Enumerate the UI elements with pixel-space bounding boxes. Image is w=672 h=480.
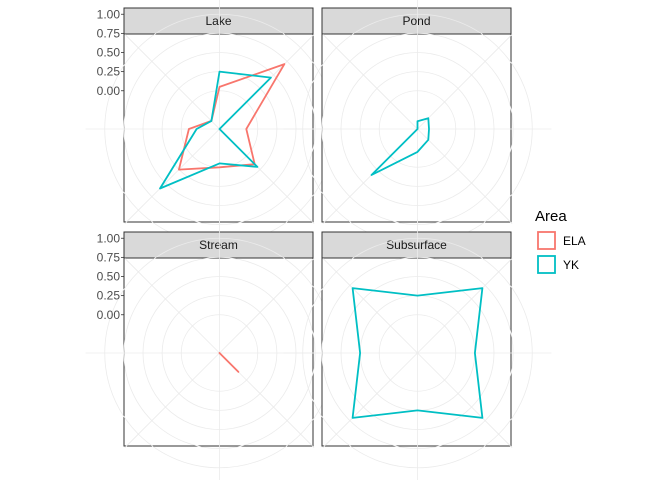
facet-strip <box>123 7 314 35</box>
legend-label-ela: ELA <box>563 234 586 248</box>
facet-strip-label: Stream <box>199 238 238 252</box>
y-tick-label: 0.25 <box>97 65 121 79</box>
grid-spoke <box>417 258 513 354</box>
y-tick-label: 0.50 <box>97 270 121 284</box>
grid-spoke <box>124 34 220 130</box>
legend-key-ela <box>537 231 556 250</box>
series-ela-stream <box>218 352 240 373</box>
series-yk-lake <box>159 70 272 190</box>
grid-spoke <box>417 128 513 224</box>
facet-pond: Pond <box>283 0 552 263</box>
grid-spoke <box>322 258 418 354</box>
grid-spoke <box>322 352 418 448</box>
y-tick-label: 0.75 <box>97 250 121 264</box>
grid-spoke <box>219 258 315 354</box>
y-tick-label: 0.00 <box>97 84 121 98</box>
series-ela-lake <box>177 63 286 171</box>
facet-subsurface: Subsurface <box>283 219 552 480</box>
legend-label-yk: YK <box>563 258 579 272</box>
grid-spoke <box>124 258 220 354</box>
y-tick-label: 0.75 <box>97 26 121 40</box>
facet-strip-label: Subsurface <box>386 238 447 252</box>
facet-stream: Stream 0.00 0.25 0.50 0.75 1.00 <box>85 219 354 480</box>
legend-key-yk <box>537 255 556 274</box>
grid-spoke <box>417 34 513 130</box>
grid-spoke <box>322 34 418 130</box>
series-yk-subsurface <box>351 287 484 419</box>
facet-strip-label: Lake <box>205 14 231 28</box>
grid-spoke <box>124 352 220 448</box>
facet-lake: Lake 0.00 0.25 0.50 0.75 1.00 <box>85 0 354 263</box>
y-tick-label: 0.50 <box>97 46 121 60</box>
y-tick-label: 0.25 <box>97 289 121 303</box>
y-tick-label: 1.00 <box>97 7 121 21</box>
legend-title: Area <box>535 208 567 225</box>
facet-strip <box>321 231 512 259</box>
facet-strip-label: Pond <box>402 14 430 28</box>
y-tick-label: 1.00 <box>97 231 121 245</box>
grid-spoke <box>417 352 513 448</box>
grid-spoke <box>124 128 220 224</box>
series-yk-pond <box>370 117 430 176</box>
y-tick-label: 0.00 <box>97 308 121 322</box>
legend: Area ELA YK <box>535 208 586 274</box>
facet-strip <box>123 231 314 259</box>
